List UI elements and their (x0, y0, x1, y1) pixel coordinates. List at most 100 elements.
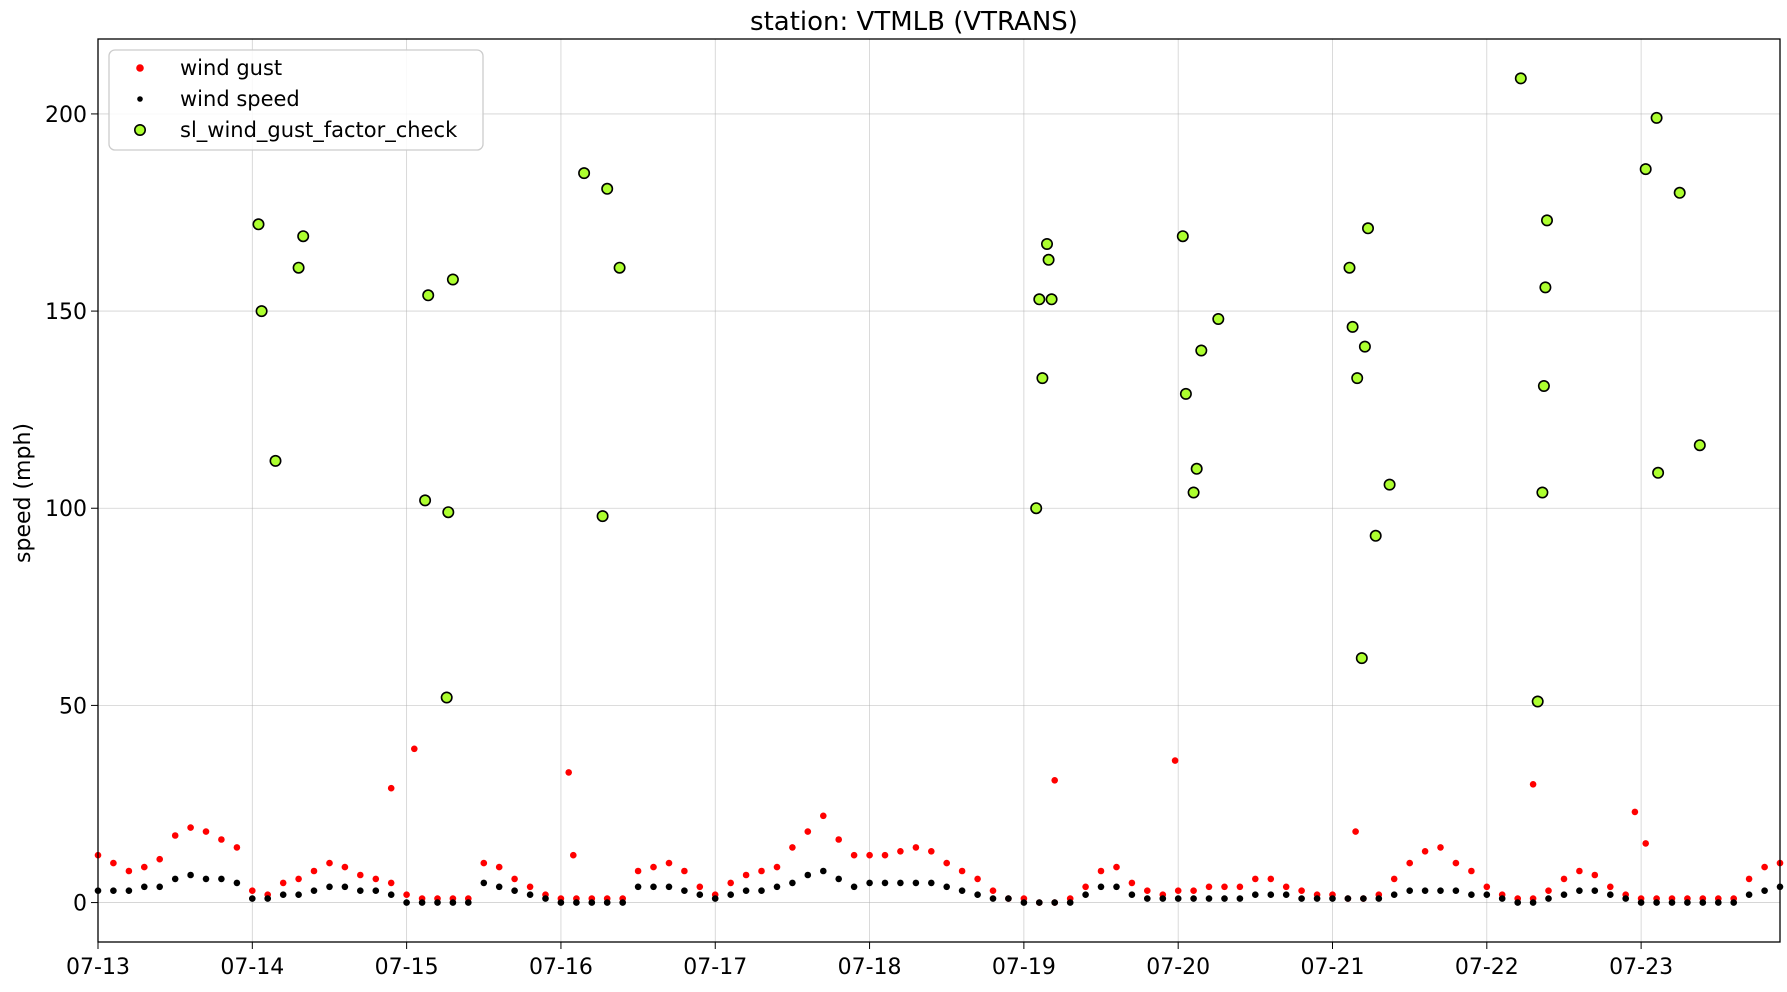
data-point (357, 871, 364, 879)
data-point (943, 883, 950, 891)
data-point (742, 871, 750, 879)
data-point (297, 230, 310, 243)
data-point (1036, 899, 1043, 906)
data-point (292, 261, 305, 274)
chart-title: station: VTMLB (VTRANS) (750, 7, 1078, 37)
data-point (804, 828, 812, 835)
plot-area (97, 38, 1781, 943)
data-point (1761, 887, 1768, 894)
data-point (1159, 895, 1167, 902)
data-point (1298, 887, 1305, 894)
data-point (1343, 261, 1356, 274)
data-point (1128, 879, 1136, 887)
data-point (1221, 895, 1228, 902)
legend-label: wind speed (180, 87, 300, 111)
data-point (1483, 883, 1491, 891)
data-point (1190, 887, 1197, 894)
data-point (588, 899, 596, 906)
series-layer (94, 72, 1784, 906)
data-point (1036, 372, 1049, 385)
data-point (269, 454, 282, 467)
data-point (881, 879, 889, 887)
data-point (570, 851, 577, 859)
data-point (1452, 887, 1460, 894)
data-point (1221, 883, 1228, 891)
data-point (480, 859, 488, 867)
data-point (758, 887, 765, 894)
x-tick-label: 07-13 (66, 955, 130, 980)
data-point (1745, 875, 1753, 883)
data-point (434, 899, 441, 906)
data-point (419, 494, 432, 507)
data-point (1591, 871, 1599, 879)
y-tick-label: 50 (59, 694, 87, 719)
data-point (233, 879, 241, 887)
data-point (310, 887, 318, 894)
data-point (789, 879, 796, 887)
data-point (279, 879, 287, 887)
data-point (418, 899, 426, 906)
data-point (1051, 777, 1058, 784)
data-point (1174, 887, 1182, 894)
data-point (1351, 372, 1364, 385)
data-point (557, 899, 565, 906)
data-point (1537, 379, 1550, 392)
data-point (1033, 293, 1046, 306)
data-point (742, 887, 750, 894)
data-point (511, 887, 518, 894)
data-point (1560, 875, 1568, 883)
data-point (696, 891, 704, 898)
data-point (1390, 875, 1398, 883)
data-point (1639, 163, 1652, 176)
data-point (866, 851, 873, 859)
data-point (526, 883, 534, 891)
x-tick-label: 07-15 (375, 955, 439, 980)
data-point (881, 851, 889, 859)
data-point (125, 867, 133, 875)
data-point (1383, 478, 1396, 491)
data-point (110, 859, 117, 867)
y-tick-label: 150 (45, 300, 87, 325)
data-point (850, 883, 858, 891)
data-point (850, 851, 858, 859)
data-point (310, 867, 318, 875)
x-tick-label: 07-19 (992, 955, 1056, 980)
data-point (1005, 895, 1012, 902)
data-point (372, 887, 380, 894)
data-point (573, 899, 580, 906)
data-point (650, 883, 657, 891)
data-point (1252, 875, 1259, 883)
data-point (989, 895, 997, 902)
data-point (1329, 895, 1336, 902)
data-point (1421, 848, 1429, 855)
data-point (233, 844, 241, 851)
data-point (1187, 486, 1200, 499)
data-point (326, 859, 333, 867)
legend-label: wind gust (180, 56, 282, 80)
data-point (1360, 895, 1367, 902)
data-point (1622, 895, 1629, 902)
data-point (295, 875, 302, 883)
data-point (1176, 230, 1189, 243)
data-point (422, 289, 435, 302)
x-tick-label: 07-17 (683, 955, 747, 980)
data-point (495, 883, 503, 891)
data-point (1730, 899, 1737, 906)
data-point (357, 887, 364, 894)
data-point (1761, 863, 1768, 871)
data-point (187, 824, 194, 831)
data-point (1082, 883, 1089, 891)
legend-marker (134, 124, 147, 137)
data-point (1128, 891, 1136, 898)
data-point (1545, 895, 1552, 902)
data-point (958, 887, 966, 894)
data-point (1652, 466, 1665, 479)
y-axis-label: speed (mph) (11, 423, 36, 563)
data-point (928, 848, 935, 855)
data-point (1252, 891, 1259, 898)
data-point (820, 812, 827, 820)
data-point (835, 836, 842, 843)
data-point (372, 875, 380, 883)
data-point (974, 875, 981, 883)
